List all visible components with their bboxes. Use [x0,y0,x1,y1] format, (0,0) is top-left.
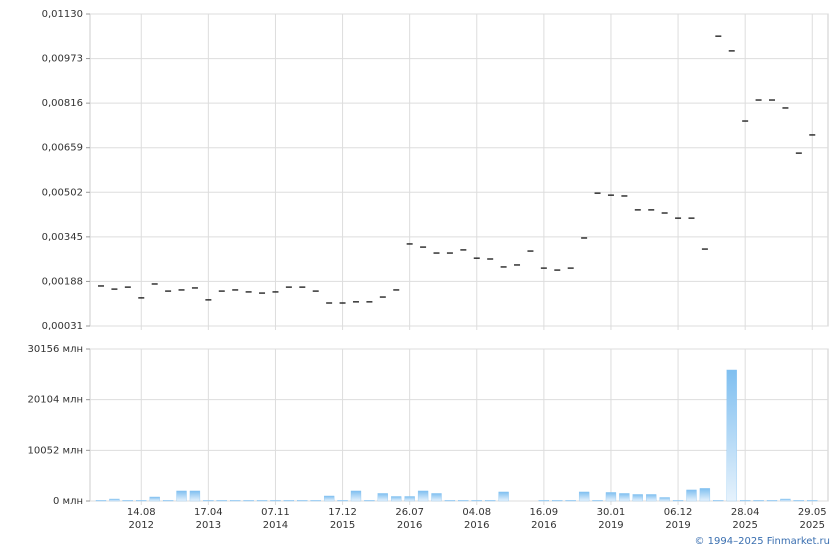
volume-bar [189,490,201,502]
volume-bar [646,494,657,502]
x-tick-label: 26.07 2016 [395,507,424,531]
volume-bar [713,500,724,502]
volume-bar [377,493,388,502]
x-tick-label: 16.09 2016 [529,507,559,531]
volume-bar [176,490,187,502]
volume-bar [780,498,791,502]
volume-bar [216,500,227,502]
volume-bar [672,500,684,502]
volume-bar [578,491,590,502]
volume-bar [498,491,509,502]
volume-bar [659,497,670,502]
x-tick-label: 07.11 2014 [261,507,290,531]
volume-bar [753,500,764,502]
volume-bar [605,492,617,502]
y-tick-label: 0,00188 [42,276,83,287]
volume-bar [149,496,160,502]
volume-bar [364,500,375,502]
volume-bar [162,500,174,502]
y-tick-label: 10052 млн [28,445,83,456]
volume-bar [766,500,778,502]
x-tick-label: 30.01 2019 [596,507,626,531]
volume-bar [485,500,496,502]
credit: © 1994–2025 Finmarket.ru [694,536,830,547]
volume-bar [109,498,120,502]
volume-bar [807,500,818,502]
volume-bar [431,493,442,502]
volume-bar [404,496,415,502]
volume-bar [256,500,268,502]
x-tick-label: 06.12 2019 [663,507,693,531]
volume-bar [417,490,429,502]
volume-bar [391,496,402,502]
y-tick-label: 20104 млн [28,395,83,406]
y-tick-label: 0,00345 [42,232,83,243]
volume-bar [270,500,281,502]
volume-bar [122,500,133,502]
y-tick-label: 0,00659 [42,143,83,154]
volume-bar [471,500,482,502]
y-tick-label: 0,00816 [42,98,83,109]
volume-bar [95,500,107,502]
x-tick-label: 14.08 2012 [126,507,156,531]
y-tick-label: 0,00973 [42,54,83,65]
volume-bar [444,500,456,502]
volume-bar [203,500,214,502]
volume-bar [592,500,603,502]
volume-bar [619,493,630,502]
volume-bar [458,500,469,502]
y-tick-label: 0 млн [53,496,83,507]
volume-bar [726,369,737,502]
y-tick-label: 0,00502 [42,187,83,198]
volume-bar [552,500,563,502]
x-tick-label: 17.04 2013 [194,507,223,531]
x-tick-label: 04.08 2016 [462,507,492,531]
volume-bar [686,489,697,502]
volume-bar [350,490,362,502]
volume-bar [323,495,335,502]
y-tick-label: 30156 млн [28,344,83,355]
volume-bar [230,500,241,502]
volume-bar [632,494,643,502]
volume-bar [740,500,751,502]
y-tick-label: 0,01130 [42,9,83,20]
volume-bar [565,500,576,502]
volume-bar [699,488,711,502]
y-tick-label: 0,00031 [42,321,83,332]
x-tick-label: 28.04 2025 [730,507,760,531]
volume-bar [793,500,804,502]
x-tick-label: 17.12 2015 [328,507,357,531]
plot-frame [89,348,829,502]
volume-bar [310,500,321,502]
volume-bar [337,500,348,502]
plot-frame [89,13,829,327]
volume-bar [538,500,550,502]
volume-bar [243,500,254,502]
volume-bar [297,500,308,502]
volume-bar [283,500,295,502]
x-tick-label: 29.05 2025 [797,507,827,531]
volume-bar [136,500,147,502]
